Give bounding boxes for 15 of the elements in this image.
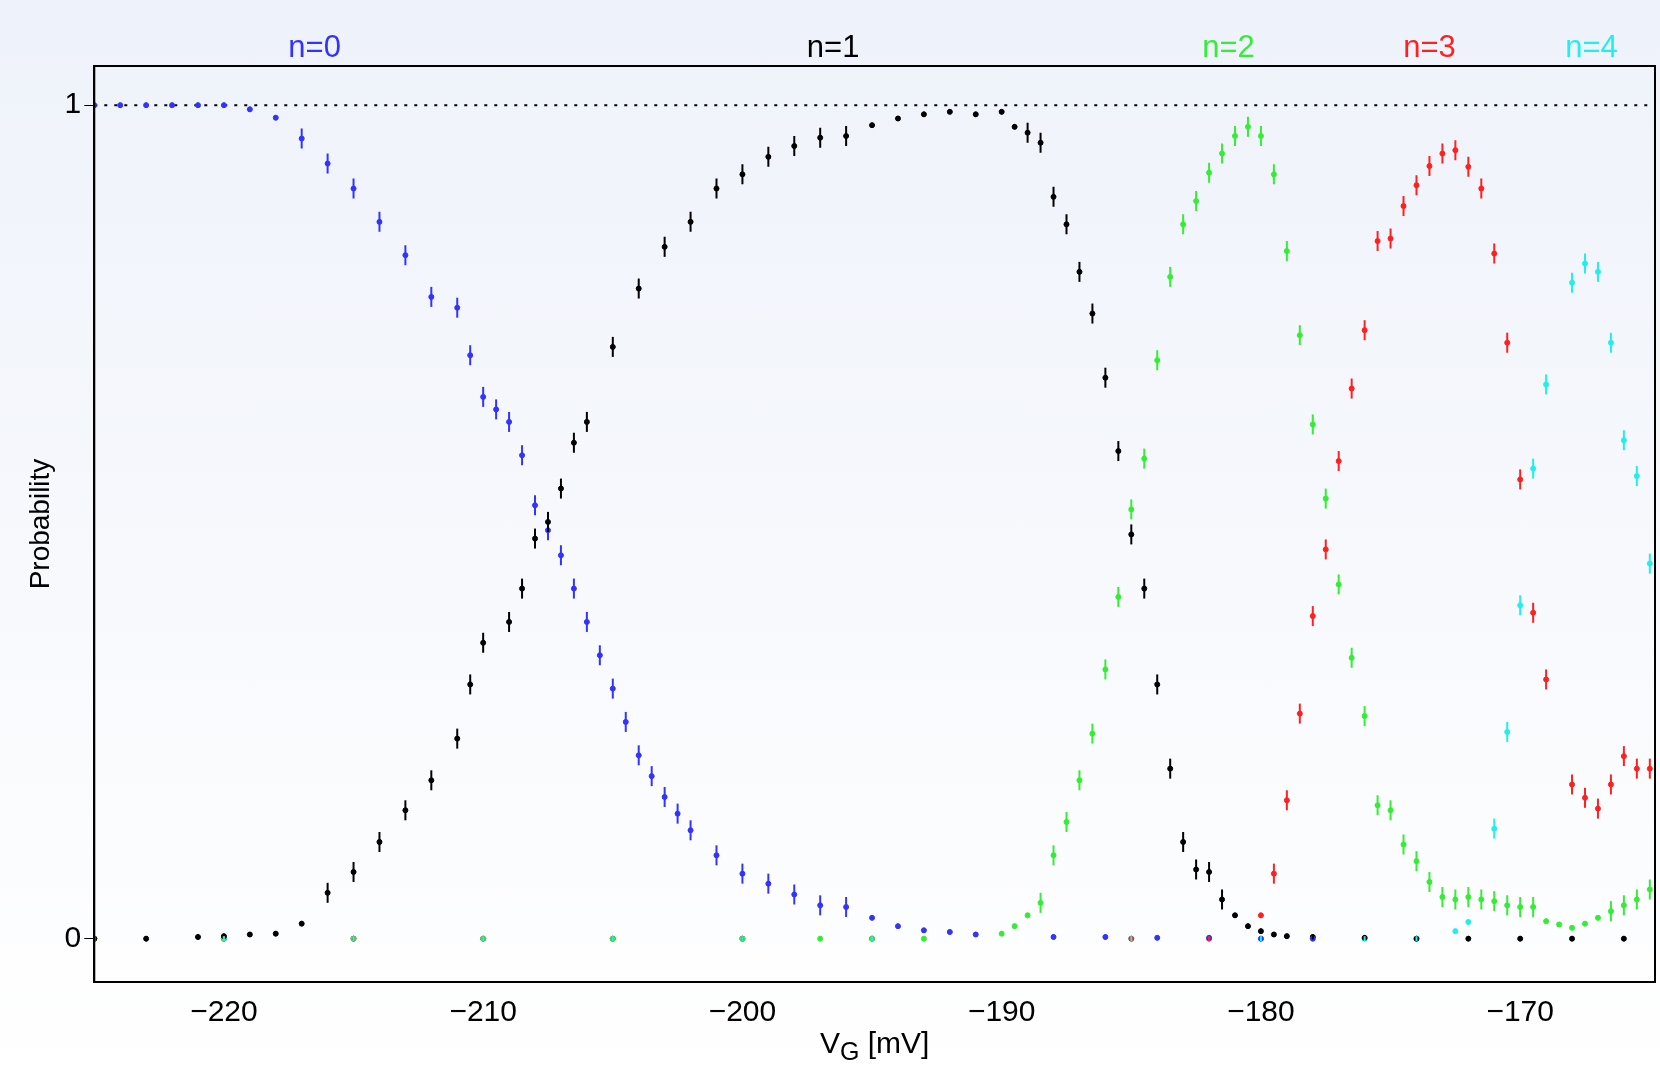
text: n=0	[288, 29, 341, 65]
text: n=1	[806, 29, 860, 65]
text: n=4	[1565, 29, 1618, 65]
x-tick-label: −200	[708, 994, 777, 1028]
text: n=2	[1202, 29, 1255, 65]
text: n=3	[1403, 29, 1456, 65]
x-tick-label: −180	[1227, 994, 1295, 1028]
x-tick-label: −210	[449, 994, 517, 1028]
x-tick-label: −220	[190, 994, 258, 1028]
x-tick-label: −170	[1486, 994, 1554, 1028]
x-tick-label: −190	[967, 994, 1036, 1028]
y-tick-label: 1	[64, 86, 82, 120]
y-tick-label: 0	[64, 919, 82, 953]
y-axis-title: Probability	[23, 458, 55, 590]
x-axis-title: V$_{G}$ [mV]	[819, 1026, 930, 1066]
